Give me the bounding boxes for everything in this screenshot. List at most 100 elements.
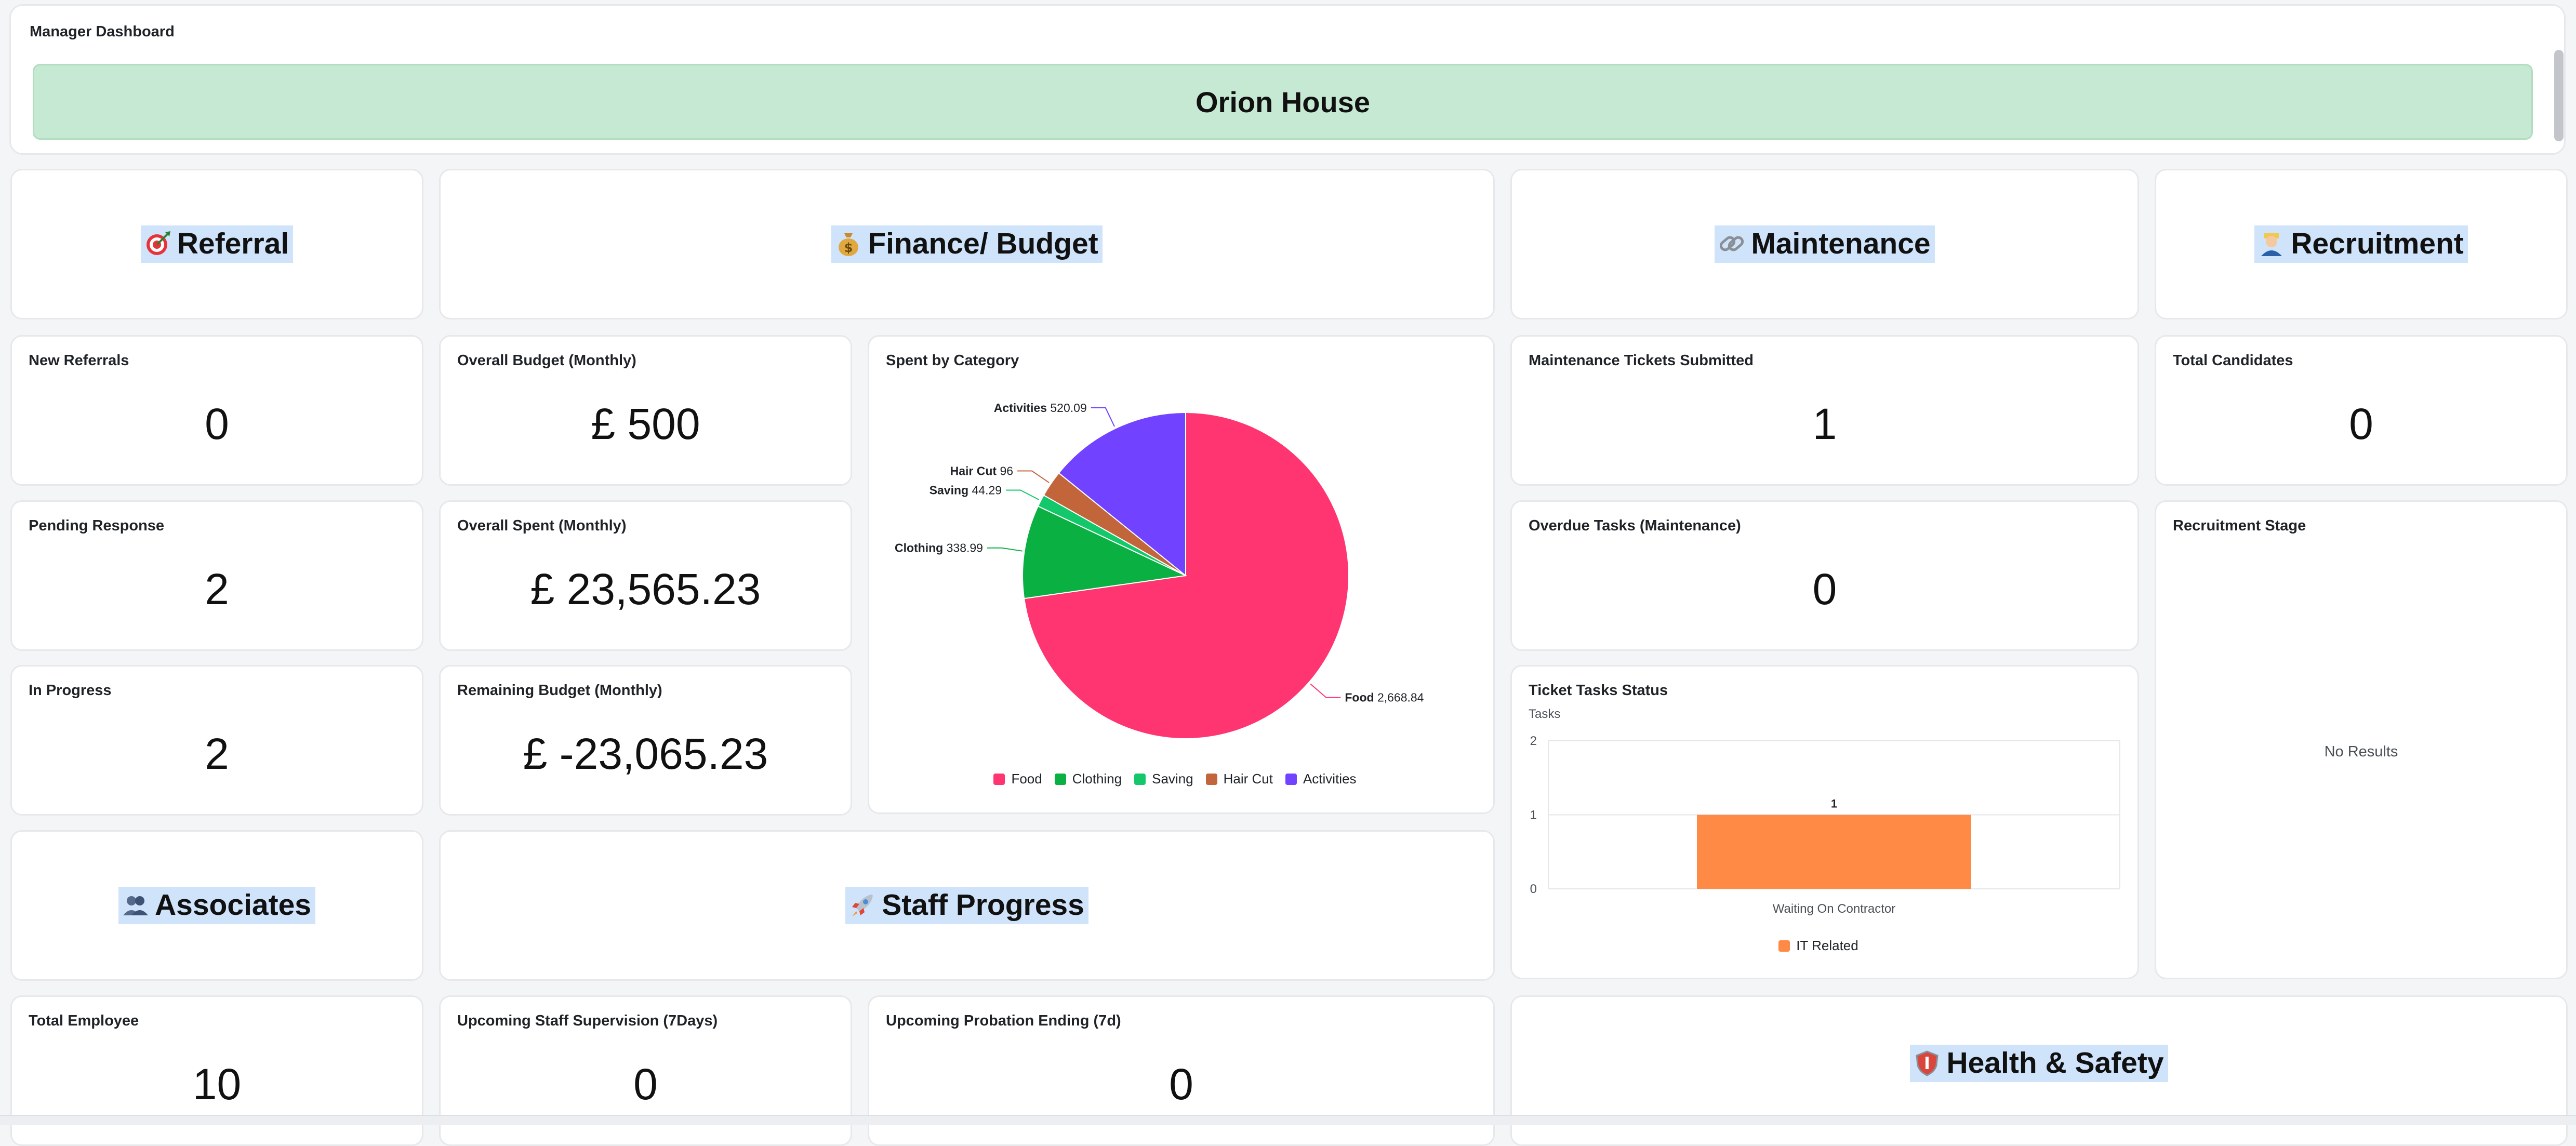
bar-chart: 0 1 2 1 Waiting On Contractor (1530, 734, 2120, 916)
kpi-value: 0 (633, 1060, 658, 1109)
kpi-value: £ 23,565.23 (530, 565, 761, 614)
kpi-overall-spent: Overall Spent (Monthly) £ 23,565.23 (439, 500, 852, 651)
legend-item[interactable]: Food (993, 771, 1042, 787)
pie-data-label: Activities 520.09 (994, 401, 1087, 415)
legend-label: Saving (1152, 771, 1193, 787)
bar-legend: IT Related (1512, 938, 2137, 954)
kpi-value: £ 500 (591, 399, 700, 448)
house-banner: Orion House (33, 64, 2533, 140)
pie-slice-activities[interactable] (1058, 411, 1186, 577)
pie-data-label: Food 2,668.84 (1345, 691, 1424, 704)
section-heading: Associates (118, 887, 315, 924)
card-title: Overall Budget (Monthly) (457, 352, 636, 369)
svg-text:$: $ (844, 241, 853, 255)
card-title: Overall Spent (Monthly) (457, 517, 627, 534)
section-label: Referral (177, 227, 289, 260)
kpi-in-progress: In Progress 2 (10, 665, 423, 816)
legend-item[interactable]: Hair Cut (1205, 771, 1273, 787)
kpi-value: 10 (192, 1060, 242, 1109)
pie-slice-clothing[interactable] (1022, 505, 1188, 599)
legend-swatch (1285, 773, 1297, 785)
section-recruitment: Recruitment (2155, 169, 2568, 319)
card-title: Maintenance Tickets Submitted (1529, 352, 1754, 369)
section-associates: Associates (10, 830, 423, 981)
kpi-value: 2 (205, 565, 229, 614)
y-tick-label: 1 (1530, 808, 1537, 822)
card-title: Remaining Budget (Monthly) (457, 682, 662, 699)
page-title: Manager Dashboard (30, 23, 175, 40)
section-heading: Recruitment (2254, 225, 2468, 263)
kpi-value: 0 (2349, 399, 2373, 448)
target-icon (143, 229, 173, 259)
pie-leader-line (1017, 470, 1050, 483)
card-title: Total Candidates (2173, 352, 2293, 369)
chart-title: Ticket Tasks Status (1529, 682, 1668, 699)
legend-item[interactable]: Clothing (1054, 771, 1122, 787)
card-title: Total Employee (29, 1012, 139, 1029)
header-card: Manager Dashboard Orion House (9, 4, 2566, 155)
kpi-value: £ -23,065.23 (523, 729, 768, 778)
bar-waiting-on-contractor[interactable] (1697, 815, 1971, 889)
card-title: New Referrals (29, 352, 129, 369)
section-label: Associates (154, 888, 311, 922)
y-tick-label: 0 (1530, 882, 1537, 896)
kpi-pending-response: Pending Response 2 (10, 500, 423, 651)
kpi-value: 2 (205, 729, 229, 778)
legend-swatch (1205, 773, 1217, 785)
kpi-value: 0 (205, 399, 229, 448)
person-icon (2256, 229, 2287, 259)
legend-label: Clothing (1072, 771, 1122, 787)
card-title: Recruitment Stage (2173, 517, 2306, 534)
legend-item[interactable]: Activities (1285, 771, 1357, 787)
legend-swatch (1778, 940, 1790, 952)
card-title: In Progress (29, 682, 112, 699)
recruitment-stage-card: Recruitment Stage No Results (2155, 500, 2568, 979)
kpi-new-referrals: New Referrals 0 (10, 335, 423, 486)
card-title: Upcoming Probation Ending (7d) (886, 1012, 1121, 1029)
rocket-icon (847, 890, 878, 920)
bottom-bar (0, 1115, 2576, 1125)
pie-leader-line (1006, 489, 1040, 500)
pie-leader-line (1310, 683, 1341, 698)
legend-item[interactable]: IT Related (1778, 938, 1858, 954)
kpi-overall-budget: Overall Budget (Monthly) £ 500 (439, 335, 852, 486)
legend-swatch (993, 773, 1005, 785)
legend-label: Hair Cut (1223, 771, 1273, 787)
pie-data-label: Saving 44.29 (930, 483, 1002, 497)
card-title: Pending Response (29, 517, 165, 534)
kpi-overdue-tasks: Overdue Tasks (Maintenance) 0 (1510, 500, 2139, 651)
legend-label: IT Related (1796, 938, 1858, 953)
section-label: Finance/ Budget (868, 227, 1098, 260)
spent-by-category-card: Spent by Category Food 2,668.84 Clothing … (868, 335, 1495, 814)
link-icon (1717, 229, 1747, 259)
y-axis-label: Tasks (1529, 707, 1561, 721)
shield-icon (1912, 1048, 1942, 1078)
section-heading: Health & Safety (1910, 1045, 2168, 1082)
scrollbar[interactable] (2554, 50, 2564, 141)
house-name: Orion House (1195, 85, 1371, 118)
kpi-value: 1 (1812, 399, 1837, 448)
money-bag-icon: $ (833, 229, 864, 259)
bar-data-label: 1 (1831, 797, 1837, 810)
legend-item[interactable]: Saving (1134, 771, 1193, 787)
ticket-tasks-status-card: Ticket Tasks Status Tasks 0 1 2 1 Waiting On… (1510, 665, 2139, 979)
kpi-value: 0 (1169, 1060, 1193, 1109)
legend-label: Activities (1303, 771, 1357, 787)
people-icon (121, 890, 151, 920)
section-finance: $ Finance/ Budget (439, 169, 1495, 319)
pie-data-label: Clothing 338.99 (895, 541, 983, 555)
kpi-total-candidates: Total Candidates 0 (2155, 335, 2568, 486)
pie-leader-line (1091, 407, 1115, 427)
chart-title: Spent by Category (886, 352, 1019, 369)
section-label: Health & Safety (1946, 1046, 2164, 1080)
section-label: Recruitment (2291, 227, 2464, 260)
card-title: Upcoming Staff Supervision (7Days) (457, 1012, 718, 1029)
kpi-remaining-budget: Remaining Budget (Monthly) £ -23,065.23 (439, 665, 852, 816)
legend-swatch (1134, 773, 1146, 785)
card-title: Overdue Tasks (Maintenance) (1529, 517, 1741, 534)
section-heading: Referral (140, 225, 294, 263)
section-label: Staff Progress (882, 888, 1084, 922)
section-heading: Staff Progress (845, 887, 1088, 924)
section-heading: $ Finance/ Budget (831, 225, 1103, 263)
kpi-maintenance-tickets: Maintenance Tickets Submitted 1 (1510, 335, 2139, 486)
